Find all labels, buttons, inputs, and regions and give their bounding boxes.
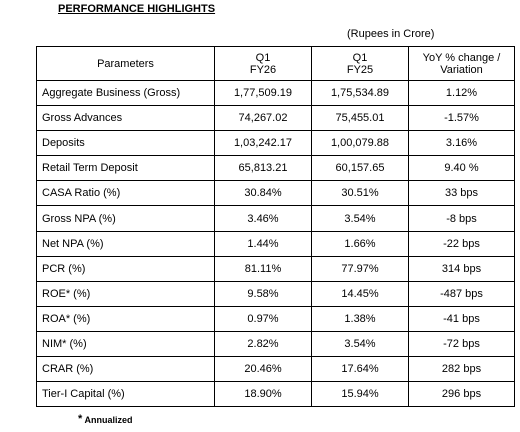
table-row: CASA Ratio (%) 30.84% 30.51% 33 bps: [36, 180, 515, 207]
row-yoy: -1.57%: [408, 105, 515, 132]
row-q1fy25: 75,455.01: [311, 105, 409, 132]
row-yoy: 3.16%: [408, 130, 515, 157]
row-q1fy25: 60,157.65: [311, 155, 409, 182]
row-parameter: NIM* (%): [36, 330, 215, 358]
table-row: PCR (%) 81.11% 77.97% 314 bps: [36, 255, 515, 282]
row-q1fy25: 15.94%: [311, 381, 409, 408]
row-q1fy26: 74,267.02: [214, 105, 312, 132]
row-q1fy25: 1.38%: [311, 305, 409, 332]
row-parameter: Aggregate Business (Gross): [36, 79, 215, 107]
header-q1fy25-line1: Q1: [352, 51, 368, 64]
page-title: PERFORMANCE HIGHLIGHTS: [58, 3, 216, 15]
row-yoy: -22 bps: [408, 230, 515, 257]
row-q1fy26: 1,03,242.17: [214, 130, 312, 157]
row-parameter: Tier-I Capital (%): [36, 381, 215, 408]
row-q1fy26: 30.84%: [214, 180, 312, 207]
row-q1fy26: 0.97%: [214, 305, 312, 332]
row-q1fy25: 3.54%: [311, 205, 409, 232]
table-row: Aggregate Business (Gross) 1,77,509.19 1,7…: [36, 79, 515, 107]
row-q1fy25: 14.45%: [311, 280, 409, 307]
row-q1fy26: 20.46%: [214, 356, 312, 383]
table-row: Gross Advances 74,267.02 75,455.01 -1.57%: [36, 105, 515, 132]
row-q1fy25: 30.51%: [311, 180, 409, 207]
footnote-star: *: [78, 413, 83, 425]
row-parameter: Gross Advances: [36, 105, 215, 132]
header-row: Parameters Q1 FY26 Q1 FY25 YoY % change …: [36, 46, 515, 81]
unit-note: (Rupees in Crore): [347, 28, 435, 40]
table-row: NIM* (%) 2.82% 3.54% -72 bps: [36, 330, 515, 358]
row-parameter: CASA Ratio (%): [36, 180, 215, 207]
row-parameter: Deposits: [36, 130, 215, 157]
table-row: ROA* (%) 0.97% 1.38% -41 bps: [36, 305, 515, 332]
table-row: CRAR (%) 20.46% 17.64% 282 bps: [36, 356, 515, 383]
header-parameters: Parameters: [36, 46, 215, 81]
row-parameter: Retail Term Deposit: [36, 155, 215, 182]
row-q1fy26: 3.46%: [214, 205, 312, 232]
header-q1fy26-line2: FY26: [249, 63, 277, 76]
row-q1fy26: 1,77,509.19: [214, 79, 312, 107]
row-parameter: Net NPA (%): [36, 230, 215, 257]
row-yoy: 33 bps: [408, 180, 515, 207]
footnote: * Annualized: [78, 413, 132, 425]
row-q1fy26: 81.11%: [214, 255, 312, 282]
row-q1fy25: 3.54%: [311, 330, 409, 358]
table-row: ROE* (%) 9.58% 14.45% -487 bps: [36, 280, 515, 307]
table-row: Retail Term Deposit 65,813.21 60,157.65 9.4…: [36, 155, 515, 182]
table-row: Net NPA (%) 1.44% 1.66% -22 bps: [36, 230, 515, 257]
row-yoy: 314 bps: [408, 255, 515, 282]
header-q1fy26: Q1 FY26: [214, 46, 312, 81]
header-yoy-line2: Variation: [440, 63, 483, 76]
row-q1fy26: 1.44%: [214, 230, 312, 257]
row-parameter: Gross NPA (%): [36, 205, 215, 232]
header-q1fy25: Q1 FY25: [311, 46, 409, 81]
row-q1fy26: 18.90%: [214, 381, 312, 408]
row-yoy: -487 bps: [408, 280, 515, 307]
table-row: Tier-I Capital (%) 18.90% 15.94% 296 bps: [36, 381, 515, 408]
row-yoy: 296 bps: [408, 381, 515, 408]
row-parameter: ROA* (%): [36, 305, 215, 332]
row-q1fy25: 1,75,534.89: [311, 79, 409, 107]
row-yoy: 1.12%: [408, 79, 515, 107]
row-q1fy25: 77.97%: [311, 255, 409, 282]
row-q1fy26: 2.82%: [214, 330, 312, 358]
row-parameter: PCR (%): [36, 255, 215, 282]
row-parameter: ROE* (%): [36, 280, 215, 307]
row-yoy: 9.40 %: [408, 155, 515, 182]
header-q1fy25-line2: FY25: [346, 63, 374, 76]
performance-table: Parameters Q1 FY26 Q1 FY25 YoY % change …: [36, 46, 515, 408]
header-yoy: YoY % change / Variation: [408, 46, 515, 81]
row-yoy: 282 bps: [408, 356, 515, 383]
row-q1fy25: 1,00,079.88: [311, 130, 409, 157]
footnote-text: Annualized: [84, 415, 133, 425]
header-yoy-line1: YoY % change /: [422, 51, 501, 64]
table-row: Gross NPA (%) 3.46% 3.54% -8 bps: [36, 205, 515, 232]
row-parameter: CRAR (%): [36, 356, 215, 383]
row-q1fy25: 17.64%: [311, 356, 409, 383]
row-q1fy26: 9.58%: [214, 280, 312, 307]
row-yoy: -41 bps: [408, 305, 515, 332]
header-q1fy26-line1: Q1: [255, 51, 271, 64]
row-yoy: -72 bps: [408, 330, 515, 358]
row-q1fy26: 65,813.21: [214, 155, 312, 182]
row-yoy: -8 bps: [408, 205, 515, 232]
table-row: Deposits 1,03,242.17 1,00,079.88 3.16%: [36, 130, 515, 157]
row-q1fy25: 1.66%: [311, 230, 409, 257]
